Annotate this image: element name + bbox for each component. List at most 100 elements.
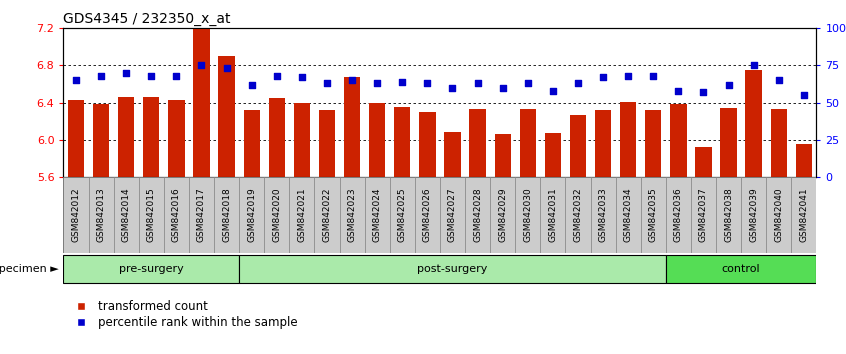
Text: GSM842027: GSM842027 bbox=[448, 188, 457, 242]
Text: control: control bbox=[722, 264, 761, 274]
Point bbox=[772, 78, 785, 83]
Bar bbox=[214, 177, 239, 253]
Text: GSM842025: GSM842025 bbox=[398, 188, 407, 242]
Text: GDS4345 / 232350_x_at: GDS4345 / 232350_x_at bbox=[63, 12, 231, 26]
Point bbox=[195, 63, 208, 68]
Bar bbox=[716, 177, 741, 253]
Point bbox=[747, 63, 761, 68]
Bar bbox=[194, 28, 210, 177]
Bar bbox=[139, 177, 164, 253]
Bar bbox=[721, 108, 737, 177]
Bar bbox=[415, 177, 440, 253]
Point bbox=[119, 70, 133, 76]
Bar bbox=[490, 177, 515, 253]
Text: GSM842016: GSM842016 bbox=[172, 188, 181, 242]
Legend: transformed count, percentile rank within the sample: transformed count, percentile rank withi… bbox=[69, 300, 297, 329]
Bar bbox=[289, 177, 315, 253]
Point bbox=[420, 80, 434, 86]
Bar bbox=[616, 177, 640, 253]
Text: GSM842014: GSM842014 bbox=[122, 188, 130, 242]
Bar bbox=[670, 104, 686, 177]
Point bbox=[270, 73, 283, 79]
Bar bbox=[143, 97, 159, 177]
Bar bbox=[796, 144, 812, 177]
Point bbox=[345, 78, 359, 83]
Text: GSM842035: GSM842035 bbox=[649, 188, 657, 242]
Bar bbox=[591, 177, 616, 253]
Text: GSM842017: GSM842017 bbox=[197, 188, 206, 242]
Text: GSM842028: GSM842028 bbox=[473, 188, 482, 242]
Bar bbox=[465, 177, 490, 253]
Bar bbox=[168, 100, 184, 177]
Point bbox=[69, 78, 83, 83]
Bar bbox=[294, 103, 310, 177]
Point bbox=[320, 80, 333, 86]
Bar bbox=[791, 177, 816, 253]
Point bbox=[696, 90, 710, 95]
Text: GSM842018: GSM842018 bbox=[222, 188, 231, 242]
Point bbox=[446, 85, 459, 91]
Bar bbox=[315, 177, 339, 253]
Bar bbox=[189, 177, 214, 253]
Text: GSM842021: GSM842021 bbox=[298, 188, 306, 242]
Text: GSM842012: GSM842012 bbox=[72, 188, 80, 242]
Bar bbox=[695, 147, 711, 177]
Text: GSM842039: GSM842039 bbox=[750, 188, 758, 242]
Text: GSM842030: GSM842030 bbox=[524, 188, 532, 242]
Bar bbox=[113, 177, 139, 253]
Bar bbox=[269, 98, 285, 177]
Bar bbox=[595, 110, 611, 177]
Bar bbox=[420, 112, 436, 177]
Point bbox=[395, 79, 409, 85]
Bar bbox=[666, 255, 816, 283]
Text: GSM842034: GSM842034 bbox=[624, 188, 633, 242]
Text: GSM842037: GSM842037 bbox=[699, 188, 708, 242]
Bar bbox=[541, 177, 565, 253]
Text: post-surgery: post-surgery bbox=[417, 264, 487, 274]
Bar bbox=[365, 177, 390, 253]
Text: pre-surgery: pre-surgery bbox=[119, 264, 184, 274]
Text: GSM842029: GSM842029 bbox=[498, 188, 507, 242]
Bar bbox=[519, 109, 536, 177]
Bar bbox=[691, 177, 716, 253]
Bar bbox=[666, 177, 691, 253]
Bar bbox=[620, 102, 636, 177]
Bar bbox=[745, 70, 761, 177]
Text: GSM842041: GSM842041 bbox=[799, 188, 808, 242]
Bar bbox=[640, 177, 666, 253]
Bar bbox=[63, 255, 239, 283]
Point bbox=[496, 85, 509, 91]
Bar bbox=[515, 177, 541, 253]
Point bbox=[220, 65, 233, 71]
Bar bbox=[766, 177, 791, 253]
Bar bbox=[570, 115, 586, 177]
Point bbox=[596, 75, 610, 80]
Text: GSM842031: GSM842031 bbox=[548, 188, 558, 242]
Text: GSM842033: GSM842033 bbox=[599, 188, 607, 242]
Bar bbox=[444, 132, 460, 177]
Bar bbox=[440, 177, 465, 253]
Bar bbox=[645, 110, 662, 177]
Text: GSM842022: GSM842022 bbox=[322, 188, 332, 242]
Bar bbox=[495, 134, 511, 177]
Point bbox=[621, 73, 634, 79]
Bar bbox=[68, 100, 84, 177]
Text: GSM842032: GSM842032 bbox=[574, 188, 582, 242]
Point bbox=[244, 82, 258, 88]
Text: specimen ►: specimen ► bbox=[0, 264, 59, 274]
Point bbox=[722, 82, 735, 88]
Text: GSM842020: GSM842020 bbox=[272, 188, 281, 242]
Text: GSM842013: GSM842013 bbox=[96, 188, 106, 242]
Text: GSM842023: GSM842023 bbox=[348, 188, 356, 242]
Bar bbox=[741, 177, 766, 253]
Bar bbox=[89, 177, 113, 253]
Bar bbox=[344, 77, 360, 177]
Text: GSM842026: GSM842026 bbox=[423, 188, 431, 242]
Point bbox=[371, 80, 384, 86]
Bar bbox=[390, 177, 415, 253]
Point bbox=[546, 88, 559, 93]
Point bbox=[646, 73, 660, 79]
Text: GSM842038: GSM842038 bbox=[724, 188, 733, 242]
Bar bbox=[118, 97, 135, 177]
Bar bbox=[164, 177, 189, 253]
